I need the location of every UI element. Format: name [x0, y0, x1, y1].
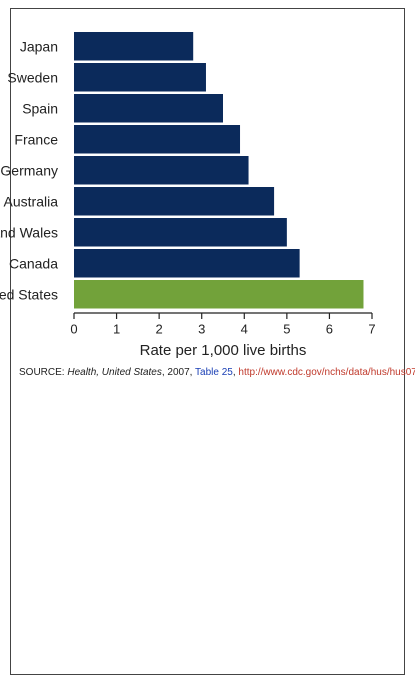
bar-australia: [74, 187, 275, 216]
source-title: Health, United States: [67, 367, 162, 378]
value-tick-label: 6: [326, 322, 333, 337]
value-tick-label: 1: [113, 322, 120, 337]
bar-canada: [74, 249, 300, 278]
bars: [73, 32, 364, 309]
category-label: Sweden: [7, 69, 58, 85]
source-prefix: SOURCE:: [19, 367, 67, 378]
bar-japan: [74, 32, 194, 61]
category-label: Spain: [22, 100, 58, 116]
bar-sweden: [74, 63, 206, 92]
value-tick-label: 5: [283, 322, 290, 337]
bar-united-states: [73, 280, 364, 309]
category-label: France: [14, 131, 58, 147]
chart-frame: [10, 8, 405, 675]
bar-germany: [74, 156, 249, 185]
bar-france: [74, 125, 241, 154]
source-table-link[interactable]: Table 25: [195, 367, 233, 378]
category-label: United States: [0, 286, 58, 302]
value-tick-label: 0: [70, 322, 77, 337]
value-axis-label: Rate per 1,000 live births: [140, 342, 307, 359]
value-tick-label: 7: [368, 322, 375, 337]
category-labels: Japan Sweden Spain France Germany Australia En…: [0, 38, 58, 302]
value-axis-ticks: 0 1 2 3 4 5 6 7: [70, 313, 376, 337]
value-tick-label: 3: [198, 322, 205, 337]
bar-england-and-wales: [73, 218, 287, 247]
source-sep: ,: [233, 367, 239, 378]
category-label: Germany: [0, 162, 58, 178]
value-tick-label: 4: [241, 322, 248, 337]
bar-spain: [74, 94, 223, 123]
source-url-link[interactable]: http://www.cdc.gov/nchs/data/hus/hus07.p…: [238, 367, 415, 378]
category-label: England and Wales: [0, 224, 58, 240]
category-label: Canada: [9, 255, 58, 271]
source-note: SOURCE: Health, United States, 2007, Tab…: [19, 367, 415, 378]
value-tick-label: 2: [156, 322, 163, 337]
source-middle: , 2007,: [162, 367, 195, 378]
category-label: Japan: [20, 38, 58, 54]
category-label: Australia: [4, 193, 59, 209]
